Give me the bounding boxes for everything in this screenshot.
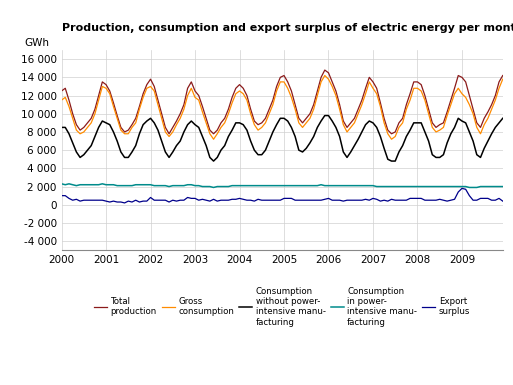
Consumption
without power-
intensive manu-
facturing bbox=[307, 141, 313, 145]
Consumption
in power-
intensive manu-
facturing bbox=[210, 185, 216, 190]
Export
surplus bbox=[181, 198, 187, 203]
Consumption
in power-
intensive manu-
facturing bbox=[366, 183, 372, 188]
Consumption
in power-
intensive manu-
facturing bbox=[151, 183, 157, 188]
Total
production bbox=[151, 84, 157, 89]
Gross
consumption bbox=[177, 116, 183, 121]
Total
production bbox=[166, 131, 172, 136]
Gross
consumption bbox=[307, 116, 313, 121]
Text: GWh: GWh bbox=[24, 38, 49, 48]
Consumption
without power-
intensive manu-
facturing bbox=[210, 159, 216, 163]
Consumption
in power-
intensive manu-
facturing bbox=[500, 184, 506, 189]
Total
production bbox=[181, 102, 187, 107]
Total
production bbox=[415, 80, 421, 84]
Total
production bbox=[307, 111, 313, 116]
Line: Consumption
without power-
intensive manu-
facturing: Consumption without power- intensive man… bbox=[62, 116, 503, 161]
Consumption
in power-
intensive manu-
facturing bbox=[307, 183, 313, 188]
Consumption
in power-
intensive manu-
facturing bbox=[411, 184, 417, 189]
Export
surplus bbox=[307, 198, 313, 203]
Consumption
in power-
intensive manu-
facturing bbox=[177, 183, 183, 188]
Export
surplus bbox=[459, 186, 465, 191]
Gross
consumption bbox=[210, 137, 216, 142]
Line: Export
surplus: Export surplus bbox=[62, 188, 503, 203]
Consumption
without power-
intensive manu-
facturing bbox=[370, 121, 376, 125]
Line: Total
production: Total production bbox=[62, 70, 503, 134]
Gross
consumption bbox=[500, 77, 506, 82]
Gross
consumption bbox=[370, 86, 376, 90]
Export
surplus bbox=[500, 199, 506, 203]
Consumption
in power-
intensive manu-
facturing bbox=[488, 184, 495, 189]
Line: Gross
consumption: Gross consumption bbox=[62, 75, 503, 139]
Line: Consumption
in power-
intensive manu-
facturing: Consumption in power- intensive manu- fa… bbox=[62, 184, 503, 187]
Export
surplus bbox=[122, 201, 128, 205]
Text: Production, consumption and export surplus of electric energy per month. GWh: Production, consumption and export surpl… bbox=[62, 23, 513, 33]
Legend: Total
production, Gross
consumption, Consumption
without power-
intensive manu-
: Total production, Gross consumption, Con… bbox=[94, 286, 470, 327]
Total
production bbox=[500, 73, 506, 78]
Gross
consumption bbox=[151, 89, 157, 93]
Gross
consumption bbox=[492, 98, 499, 102]
Gross
consumption bbox=[415, 86, 421, 90]
Export
surplus bbox=[155, 198, 161, 203]
Consumption
without power-
intensive manu-
facturing bbox=[322, 113, 328, 118]
Consumption
without power-
intensive manu-
facturing bbox=[500, 116, 506, 121]
Consumption
without power-
intensive manu-
facturing bbox=[151, 121, 157, 125]
Total
production bbox=[58, 89, 65, 93]
Export
surplus bbox=[366, 198, 372, 203]
Gross
consumption bbox=[58, 98, 65, 102]
Consumption
in power-
intensive manu-
facturing bbox=[58, 181, 65, 186]
Consumption
without power-
intensive manu-
facturing bbox=[58, 125, 65, 130]
Export
surplus bbox=[411, 196, 417, 201]
Gross
consumption bbox=[322, 73, 328, 78]
Consumption
without power-
intensive manu-
facturing bbox=[415, 121, 421, 125]
Consumption
without power-
intensive manu-
facturing bbox=[492, 125, 499, 130]
Total
production bbox=[492, 93, 499, 98]
Export
surplus bbox=[492, 198, 499, 203]
Total
production bbox=[370, 80, 376, 84]
Export
surplus bbox=[58, 193, 65, 198]
Consumption
without power-
intensive manu-
facturing bbox=[177, 139, 183, 143]
Total
production bbox=[322, 68, 328, 72]
